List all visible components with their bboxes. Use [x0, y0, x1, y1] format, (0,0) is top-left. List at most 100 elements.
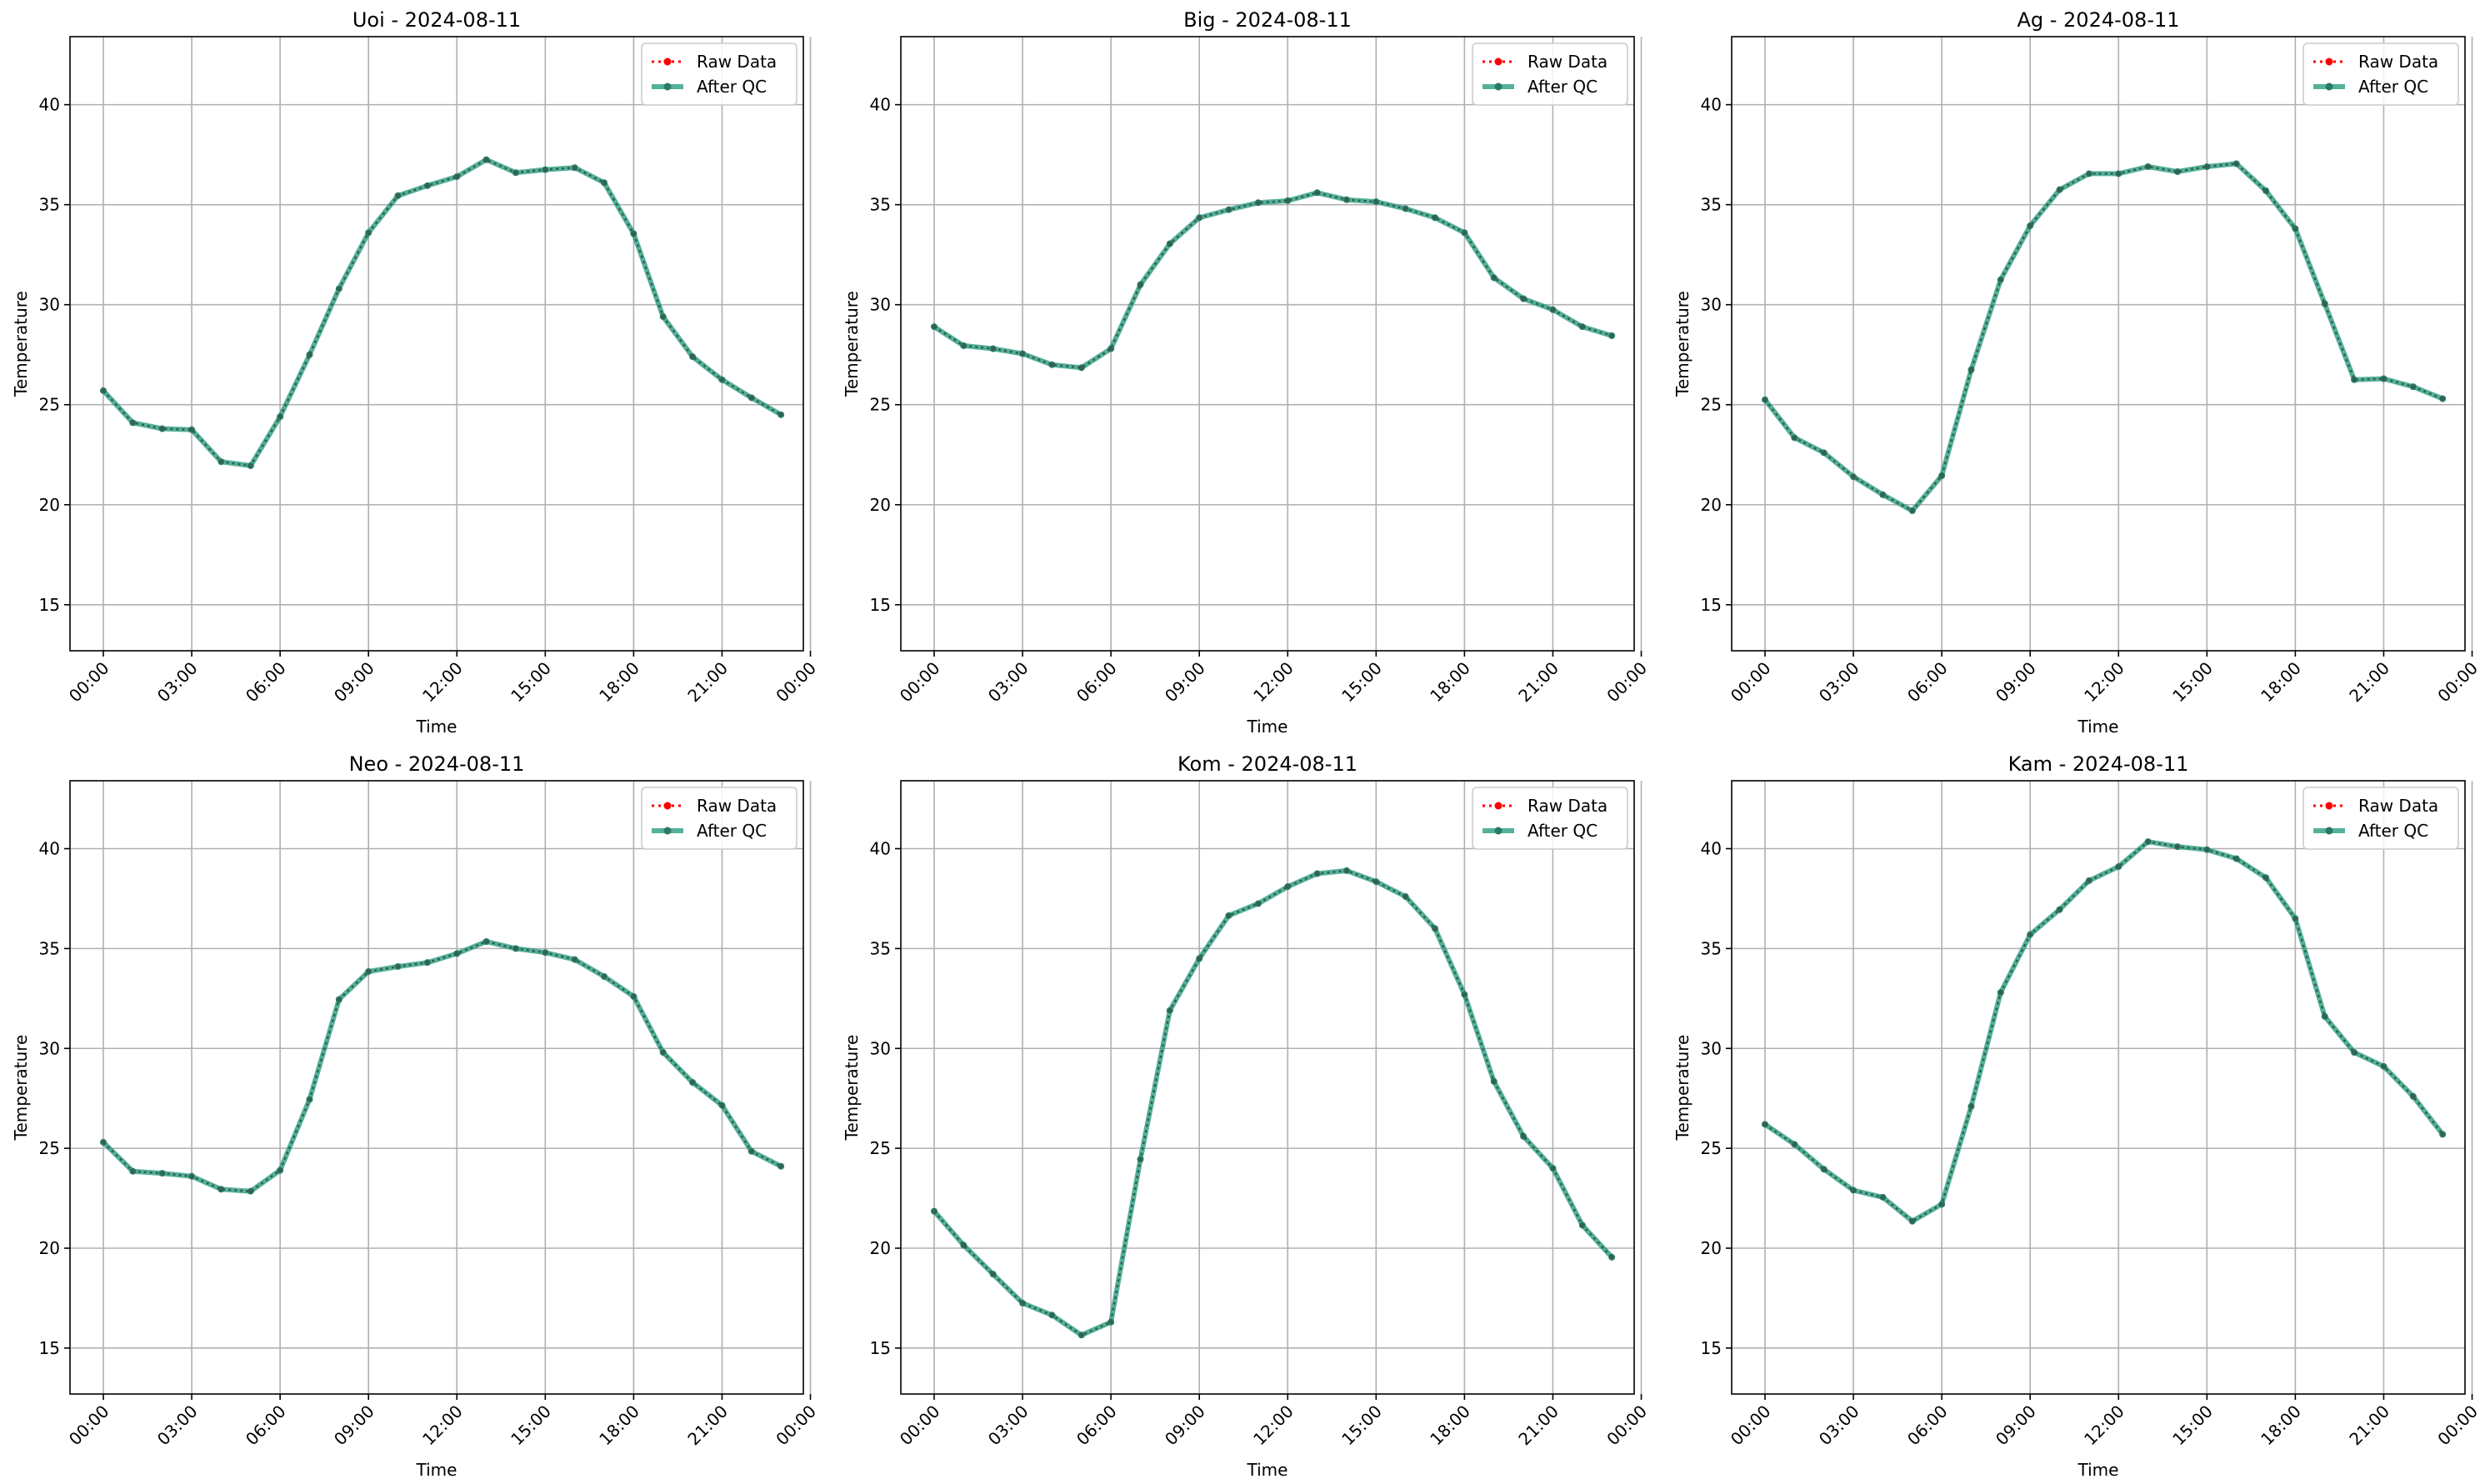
legend-marker-after-qc	[663, 827, 672, 835]
data-point-raw-data	[396, 964, 400, 969]
y-tick-label: 40	[39, 95, 60, 115]
y-tick-label: 20	[39, 495, 60, 515]
legend-marker-after-qc	[2325, 827, 2333, 835]
data-point-raw-data	[690, 354, 695, 359]
data-point-raw-data	[455, 174, 459, 179]
data-point-raw-data	[1521, 297, 1526, 301]
legend-label-raw-data: Raw Data	[697, 796, 777, 816]
data-point-raw-data	[2058, 187, 2062, 192]
data-point-raw-data	[690, 1080, 695, 1085]
data-point-raw-data	[2440, 397, 2445, 401]
data-point-raw-data	[1580, 1223, 1585, 1227]
data-point-raw-data	[308, 352, 312, 357]
y-tick-label: 15	[1701, 1338, 1722, 1358]
data-point-raw-data	[749, 1149, 754, 1153]
data-point-raw-data	[1432, 216, 1438, 220]
y-tick-label: 30	[870, 295, 891, 315]
legend-label-raw-data: Raw Data	[1528, 796, 1608, 816]
legend-marker-after-qc	[2325, 82, 2333, 91]
data-point-raw-data	[1227, 207, 1231, 212]
y-tick-label: 30	[870, 1038, 891, 1058]
data-point-raw-data	[602, 974, 607, 979]
data-point-raw-data	[778, 1164, 783, 1168]
y-tick-label: 35	[1701, 938, 1722, 958]
data-point-raw-data	[2352, 1050, 2357, 1055]
data-point-raw-data	[101, 388, 106, 393]
data-point-raw-data	[1197, 957, 1202, 961]
data-point-raw-data	[1492, 1079, 1496, 1084]
x-axis-label: Time	[1247, 1460, 1288, 1480]
data-point-raw-data	[1344, 868, 1349, 873]
axes-frame	[900, 780, 1635, 1395]
data-point-raw-data	[991, 1272, 995, 1277]
x-axis-label: Time	[2078, 717, 2119, 737]
data-point-raw-data	[1108, 347, 1113, 351]
axes-frame	[1731, 36, 2466, 652]
y-tick-label: 25	[39, 1138, 60, 1158]
legend-label-after-qc: After QC	[697, 821, 767, 841]
data-point-raw-data	[2058, 907, 2062, 912]
legend-label-after-qc: After QC	[697, 77, 767, 97]
data-point-raw-data	[1792, 1142, 1797, 1147]
data-point-raw-data	[2205, 847, 2209, 852]
data-point-raw-data	[632, 994, 636, 999]
data-point-raw-data	[396, 193, 400, 198]
data-point-raw-data	[1998, 277, 2003, 282]
data-point-raw-data	[1969, 1104, 1973, 1108]
legend-marker-raw-data	[1494, 57, 1502, 66]
data-point-raw-data	[2263, 876, 2268, 880]
data-point-raw-data	[308, 1097, 312, 1102]
data-point-raw-data	[1910, 508, 1914, 513]
y-axis-label: Temperature	[11, 1035, 31, 1142]
data-point-raw-data	[1432, 927, 1438, 931]
grid	[1732, 37, 2473, 651]
legend-label-after-qc: After QC	[1528, 77, 1598, 97]
legend-marker-raw-data	[1494, 802, 1502, 810]
series-line-raw-data	[102, 158, 782, 467]
data-point-raw-data	[513, 171, 518, 175]
legend-label-after-qc: After QC	[2358, 821, 2428, 841]
data-point-raw-data	[1374, 879, 1378, 884]
data-point-raw-data	[661, 314, 665, 319]
y-tick-label: 40	[870, 95, 891, 115]
data-point-raw-data	[1881, 1195, 1885, 1200]
data-point-raw-data	[1197, 216, 1202, 220]
legend-box	[2302, 787, 2459, 850]
data-point-raw-data	[1403, 207, 1408, 211]
y-tick-label: 25	[39, 395, 60, 415]
axes-frame	[900, 36, 1635, 652]
data-point-raw-data	[1315, 872, 1319, 876]
data-point-raw-data	[2087, 172, 2092, 176]
data-point-raw-data	[2440, 1132, 2445, 1137]
data-point-raw-data	[778, 412, 783, 417]
data-point-raw-data	[1108, 1320, 1113, 1324]
axes-frame	[69, 780, 804, 1395]
legend: Raw Data After QC	[2302, 42, 2459, 106]
data-point-raw-data	[2263, 188, 2268, 193]
data-point-raw-data	[2293, 917, 2298, 921]
data-point-raw-data	[1020, 352, 1025, 356]
data-point-raw-data	[2205, 164, 2209, 169]
data-point-raw-data	[1286, 884, 1290, 889]
y-tick-label: 35	[39, 195, 60, 215]
data-point-raw-data	[749, 396, 754, 400]
data-point-raw-data	[1939, 1202, 1944, 1207]
data-point-raw-data	[1792, 436, 1797, 440]
y-tick-label: 35	[870, 938, 891, 958]
data-point-raw-data	[543, 167, 548, 172]
y-tick-label: 35	[870, 195, 891, 215]
data-point-raw-data	[1851, 474, 1856, 479]
y-tick-label: 20	[39, 1238, 60, 1258]
data-point-raw-data	[720, 377, 724, 382]
data-point-raw-data	[2234, 162, 2238, 166]
data-point-raw-data	[1939, 473, 1944, 478]
data-point-raw-data	[1050, 1313, 1054, 1317]
legend-box	[641, 42, 798, 106]
data-point-raw-data	[1551, 1166, 1555, 1171]
y-tick-label: 30	[39, 1038, 60, 1058]
data-point-raw-data	[1403, 894, 1408, 899]
data-point-raw-data	[160, 1171, 164, 1176]
legend: Raw Data After QC	[641, 787, 798, 850]
data-point-raw-data	[1462, 231, 1467, 235]
data-point-raw-data	[189, 1174, 194, 1178]
